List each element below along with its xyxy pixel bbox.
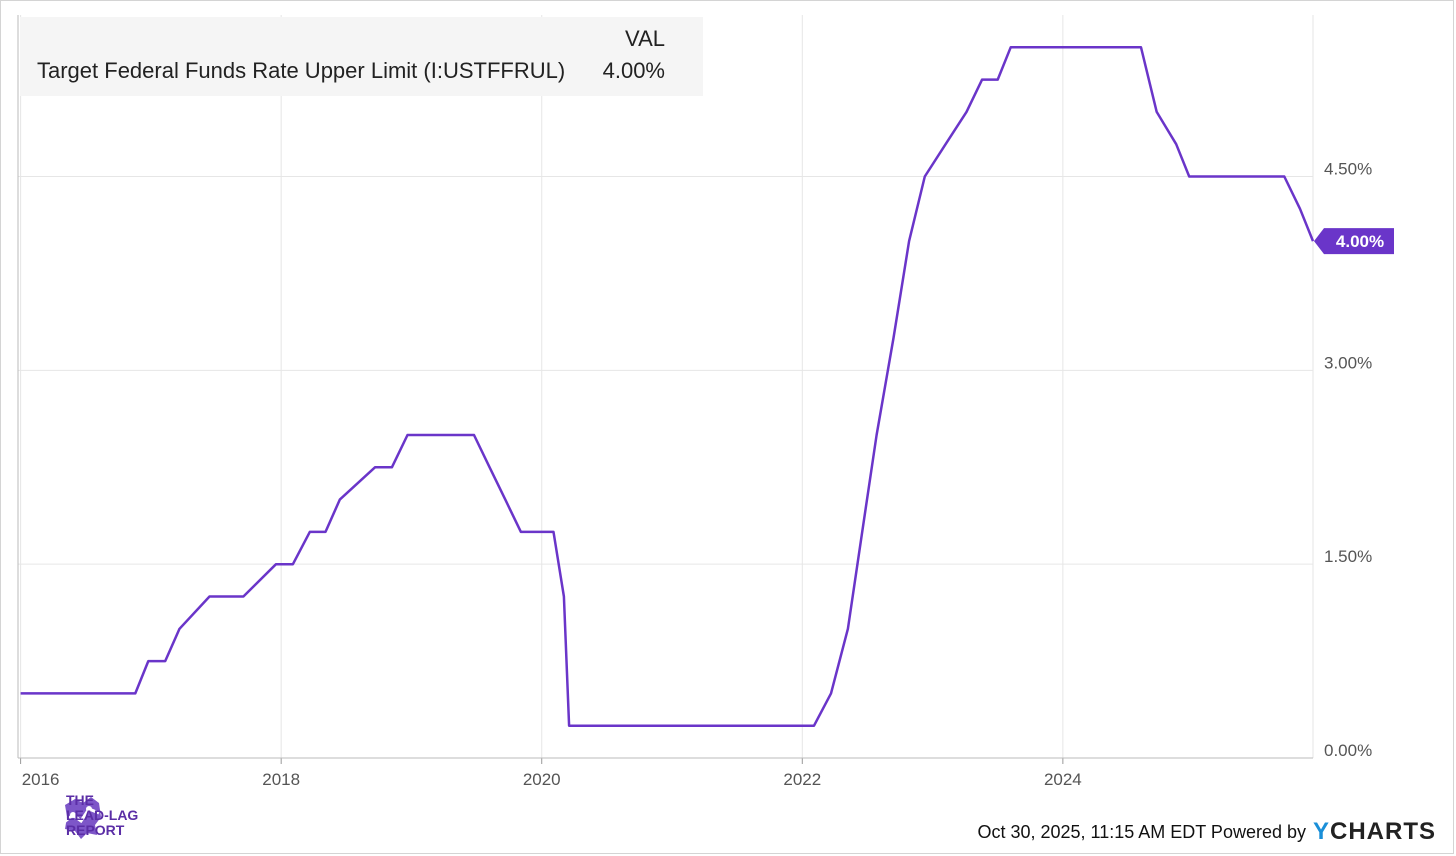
series-layer <box>20 46 1315 727</box>
x-tick-label-3: 2022 <box>783 770 821 789</box>
x-tick-label-2: 2020 <box>523 770 561 789</box>
ycharts-logo-y: Y <box>1313 818 1331 845</box>
axes: 2016 2018 2020 2022 2024 0.00% 1.50% 3.00% 4.50% <box>17 15 1372 789</box>
x-tick-label-0: 2016 <box>22 770 60 789</box>
ycharts-logo[interactable]: YCHARTS <box>1313 818 1436 846</box>
last-value-label: 4.00% <box>1336 232 1384 251</box>
logo-line-1: THE <box>66 792 94 808</box>
lead-lag-report-logo-icon <box>62 797 101 839</box>
y-tick-label-0: 0.00% <box>1324 741 1372 760</box>
last-value-badge <box>1314 228 1394 255</box>
ycharts-logo-rest: CHARTS <box>1330 818 1437 845</box>
legend-box: VAL Target Federal Funds Rate Upper Limi… <box>20 17 703 96</box>
footer-timestamp: Oct 30, 2025, 11:15 AM EDT Powered by <box>977 822 1306 842</box>
last-value-marker: 4.00% <box>1314 228 1394 255</box>
lead-lag-report-logo-text: THE LEAD-LAG REPORT <box>66 793 138 838</box>
logo-line-2: LEAD-LAG <box>66 807 139 823</box>
grid-lines <box>18 15 1314 758</box>
series-line-0[interactable] <box>20 46 1315 727</box>
legend-series-value: 4.00% <box>602 58 665 83</box>
y-tick-label-3: 4.50% <box>1324 160 1372 179</box>
y-tick-label-1: 1.50% <box>1324 547 1372 566</box>
legend-series-name[interactable]: Target Federal Funds Rate Upper Limit (I… <box>37 58 566 83</box>
logo-line-3: REPORT <box>66 822 125 838</box>
legend-column-header: VAL <box>625 26 665 51</box>
y-tick-label-2: 3.00% <box>1324 353 1372 372</box>
x-tick-label-1: 2018 <box>262 770 300 789</box>
x-tick-label-4: 2024 <box>1044 770 1082 789</box>
